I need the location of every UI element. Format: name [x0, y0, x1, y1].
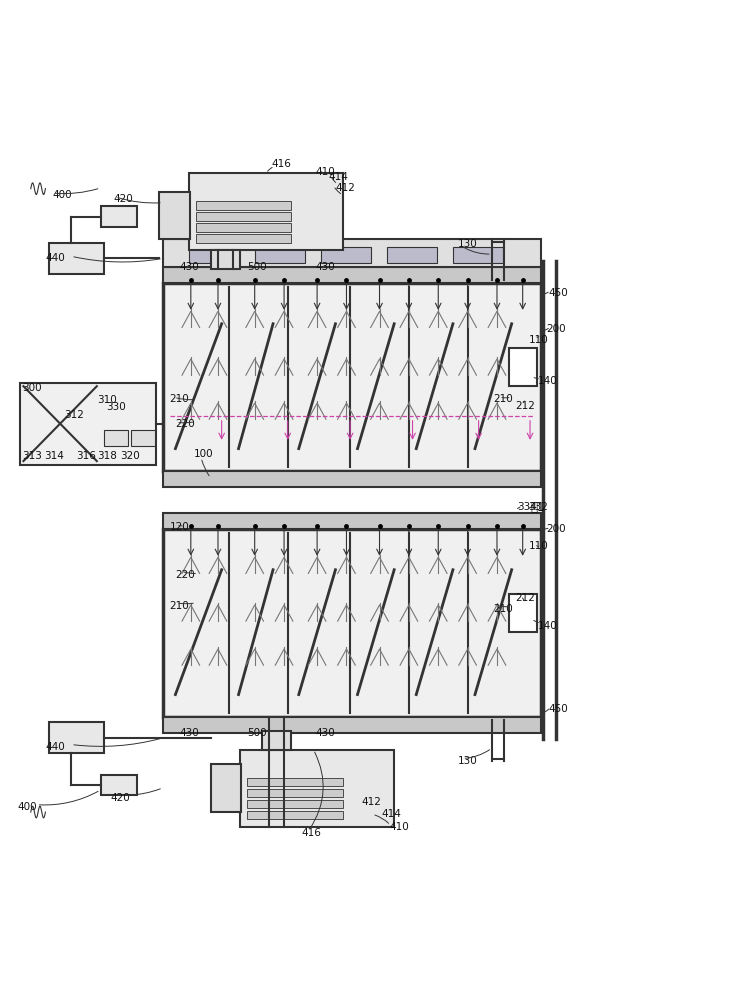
Text: 500: 500	[248, 262, 267, 272]
Bar	[240, 750, 394, 827]
Text: 430: 430	[179, 262, 199, 272]
Text: 210: 210	[169, 601, 189, 611]
Text: 110: 110	[528, 541, 548, 551]
Text: 420: 420	[113, 194, 133, 204]
Bar	[255, 247, 304, 263]
Bar	[262, 731, 291, 750]
Text: 400: 400	[18, 802, 37, 812]
Bar	[196, 234, 291, 243]
Bar	[211, 764, 242, 812]
Text: 332: 332	[528, 502, 548, 512]
Text: 334: 334	[517, 502, 537, 512]
Bar	[189, 247, 239, 263]
Text: 220: 220	[175, 570, 195, 580]
Text: 200: 200	[546, 524, 566, 534]
Text: 412: 412	[361, 797, 381, 807]
Bar	[49, 243, 104, 274]
Text: 416: 416	[271, 159, 291, 169]
Text: 130: 130	[458, 756, 478, 766]
Text: 412: 412	[335, 183, 355, 193]
Text: 414: 414	[328, 172, 348, 182]
Bar	[248, 778, 343, 786]
Text: 420: 420	[110, 793, 130, 803]
Text: 430: 430	[315, 262, 335, 272]
Text: 130: 130	[458, 239, 478, 249]
Bar	[509, 348, 537, 386]
Text: 200: 200	[546, 324, 566, 334]
Text: 110: 110	[528, 335, 548, 345]
Bar	[248, 789, 343, 797]
Bar	[196, 212, 291, 221]
Text: 120: 120	[170, 522, 190, 532]
Bar	[163, 283, 541, 471]
Text: 500: 500	[248, 728, 267, 738]
Text: 318: 318	[97, 451, 116, 461]
Text: 212: 212	[515, 401, 535, 411]
Bar	[211, 250, 240, 269]
Bar	[20, 383, 156, 465]
Bar	[163, 471, 541, 487]
Bar	[387, 247, 437, 263]
Text: 416: 416	[301, 828, 321, 838]
Bar	[159, 192, 190, 239]
Text: 310: 310	[97, 395, 116, 405]
Text: 440: 440	[46, 253, 65, 263]
Text: 314: 314	[44, 451, 64, 461]
Text: 312: 312	[64, 410, 84, 420]
Text: 210: 210	[493, 604, 513, 614]
Bar	[49, 722, 104, 753]
Bar	[196, 201, 291, 210]
Bar	[163, 239, 541, 267]
Bar	[509, 594, 537, 632]
Text: 430: 430	[179, 728, 199, 738]
Text: 300: 300	[22, 383, 41, 393]
Text: 316: 316	[77, 451, 96, 461]
Bar	[321, 247, 371, 263]
Text: 210: 210	[169, 394, 189, 404]
Bar	[163, 267, 541, 283]
Text: 330: 330	[106, 402, 126, 412]
Bar	[248, 811, 343, 819]
Bar	[453, 247, 503, 263]
Text: 100: 100	[194, 449, 214, 459]
Text: 450: 450	[548, 288, 568, 298]
Text: 图1: 图1	[530, 501, 545, 514]
Text: 400: 400	[53, 190, 72, 200]
Bar	[163, 717, 541, 733]
Text: 414: 414	[382, 809, 402, 819]
Text: 410: 410	[315, 167, 335, 177]
Text: 430: 430	[315, 728, 335, 738]
Bar	[248, 800, 343, 808]
Text: 210: 210	[493, 394, 513, 404]
Bar	[104, 430, 128, 446]
Text: 212: 212	[515, 593, 535, 603]
Bar	[100, 206, 137, 227]
Bar	[163, 529, 541, 717]
Text: 410: 410	[389, 822, 409, 832]
Bar	[131, 430, 155, 446]
Text: 320: 320	[120, 451, 140, 461]
Bar	[196, 223, 291, 232]
Bar	[163, 513, 541, 529]
Text: 313: 313	[22, 451, 42, 461]
Text: 220: 220	[175, 419, 195, 429]
Bar	[100, 775, 137, 795]
Text: 440: 440	[46, 742, 65, 752]
Text: 140: 140	[537, 621, 557, 631]
Bar	[189, 173, 343, 250]
Text: 450: 450	[548, 704, 568, 714]
Text: 140: 140	[537, 376, 557, 386]
